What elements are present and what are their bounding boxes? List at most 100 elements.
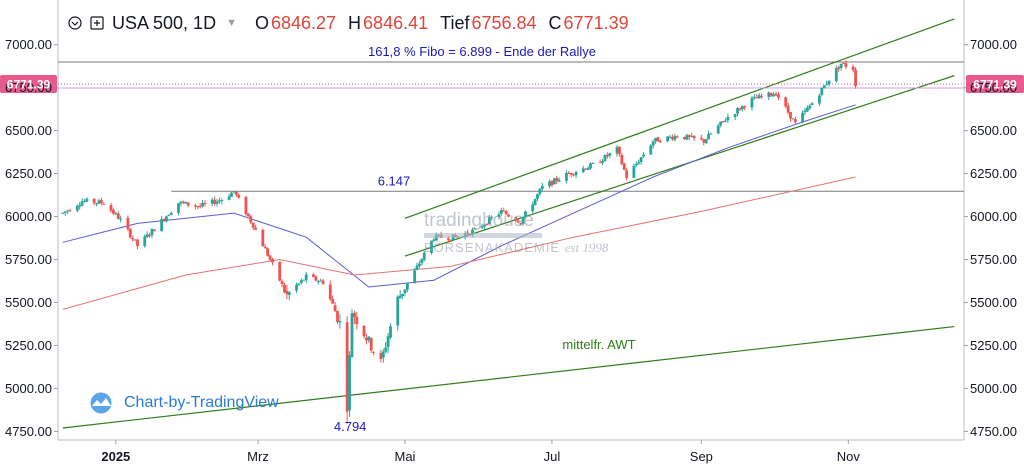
candle[interactable] [271,258,274,263]
candle[interactable] [150,229,154,236]
candle[interactable] [396,296,400,326]
candle[interactable] [165,216,168,222]
candle[interactable] [687,135,691,137]
awt-trend-line[interactable] [62,325,955,429]
candle[interactable] [690,135,694,137]
candle[interactable] [285,290,289,295]
candle[interactable] [405,283,409,290]
candle[interactable] [671,137,674,140]
candle[interactable] [552,178,556,185]
candle[interactable] [177,203,180,213]
candle[interactable] [724,120,727,122]
candle[interactable] [483,224,486,227]
candle[interactable] [415,265,419,270]
candle[interactable] [454,234,457,237]
candle[interactable] [834,68,838,82]
candle[interactable] [333,305,337,312]
candle[interactable] [338,321,342,323]
candle[interactable] [167,215,171,217]
tradingview-watermark[interactable]: Chart-by-TradingView [86,392,279,414]
candle[interactable] [499,210,503,214]
symbol-title[interactable]: USA 500, 1D [112,12,217,33]
candle[interactable] [574,172,578,176]
candle[interactable] [634,163,638,166]
candle[interactable] [654,138,657,142]
candle[interactable] [432,239,436,241]
candle[interactable] [569,173,573,175]
candle[interactable] [793,119,797,123]
candle[interactable] [401,293,404,297]
candle[interactable] [791,118,795,120]
candle[interactable] [218,200,221,202]
candle[interactable] [565,172,568,181]
candle[interactable] [767,92,771,98]
candle[interactable] [181,201,185,203]
candle[interactable] [179,201,183,204]
candle[interactable] [63,211,67,213]
candle[interactable] [403,289,407,293]
candle[interactable] [839,63,843,69]
candle[interactable] [598,162,602,164]
candle[interactable] [603,154,607,162]
candle[interactable] [851,66,855,71]
candle[interactable] [196,206,200,208]
candle[interactable] [726,116,730,121]
candle[interactable] [524,211,527,218]
candle[interactable] [61,212,65,214]
candle[interactable] [80,201,84,206]
collapse-icon[interactable] [68,16,82,30]
candle[interactable] [319,280,323,282]
candle[interactable] [784,97,788,107]
candle[interactable] [805,107,809,112]
candle[interactable] [844,63,848,67]
candle[interactable] [854,69,857,87]
candle[interactable] [536,194,539,199]
candle[interactable] [666,136,670,142]
candle[interactable] [586,167,590,170]
candle[interactable] [649,145,653,155]
candle[interactable] [413,270,417,284]
candle[interactable] [434,234,438,241]
candle[interactable] [801,112,804,123]
candle[interactable] [516,221,520,223]
candle[interactable] [740,105,744,110]
candle[interactable] [384,347,388,352]
candle[interactable] [736,108,739,114]
trend-channel-line[interactable] [404,75,955,257]
candle[interactable] [232,191,236,193]
candle[interactable] [591,162,595,164]
candle[interactable] [145,234,149,237]
candle[interactable] [738,108,742,110]
candle[interactable] [521,217,525,224]
candle[interactable] [651,141,655,146]
candle[interactable] [78,205,82,207]
candle[interactable] [605,154,609,157]
candle[interactable] [95,203,98,205]
candle[interactable] [487,217,491,224]
candle[interactable] [251,222,255,228]
candle[interactable] [160,219,164,232]
candle[interactable] [656,137,660,142]
candle[interactable] [658,141,662,143]
candle[interactable] [312,274,315,277]
candle[interactable] [116,213,120,219]
candle[interactable] [420,259,424,263]
candle[interactable] [514,217,518,221]
chevron-down-icon[interactable]: ▼ [226,17,237,29]
candle[interactable] [97,200,101,204]
trend-channel-line[interactable] [404,18,955,219]
candle[interactable] [278,261,282,281]
candle[interactable] [422,252,426,260]
candle[interactable] [639,157,643,163]
candle[interactable] [350,313,354,358]
candle[interactable] [198,206,202,208]
candle[interactable] [148,235,151,237]
candle[interactable] [502,210,506,212]
candle[interactable] [581,168,585,172]
candle[interactable] [152,229,156,232]
candle[interactable] [507,214,510,217]
candle[interactable] [143,236,147,247]
candle[interactable] [480,226,484,228]
candle[interactable] [769,93,773,96]
candle[interactable] [471,229,474,235]
